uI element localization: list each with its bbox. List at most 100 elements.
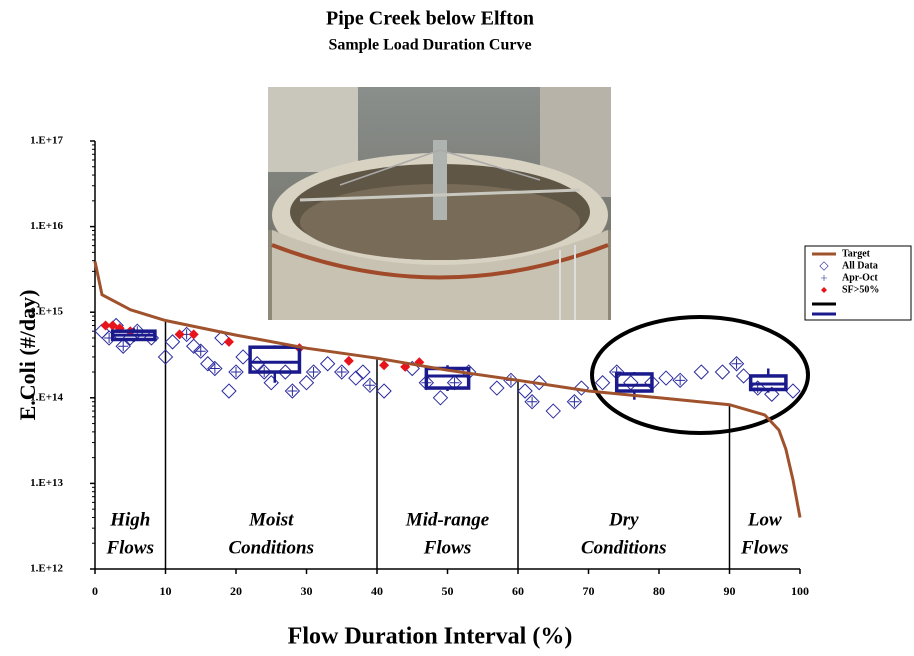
data-point bbox=[223, 336, 234, 347]
data-point bbox=[714, 364, 731, 380]
data-point bbox=[115, 338, 131, 354]
photo bbox=[268, 87, 611, 320]
y-tick-label: 1.E+12 bbox=[30, 563, 63, 575]
data-point bbox=[594, 375, 611, 391]
data-point bbox=[305, 364, 322, 380]
data-point bbox=[432, 390, 449, 406]
y-tick-label: 1.E+14 bbox=[30, 391, 63, 403]
data-point bbox=[287, 386, 298, 397]
data-point bbox=[200, 356, 216, 372]
x-tick-label: 70 bbox=[583, 584, 595, 598]
data-point bbox=[731, 358, 742, 369]
legend-label: Target bbox=[842, 248, 871, 259]
x-tick-label: 20 bbox=[230, 584, 242, 598]
data-point bbox=[362, 377, 378, 393]
data-point bbox=[118, 341, 129, 352]
data-point bbox=[376, 383, 392, 399]
zone-label: Flows bbox=[740, 537, 789, 558]
data-point bbox=[228, 364, 244, 380]
data-point bbox=[193, 343, 209, 359]
x-tick-label: 10 bbox=[160, 584, 172, 598]
data-point bbox=[355, 364, 371, 380]
data-point bbox=[749, 380, 766, 396]
data-point bbox=[348, 370, 364, 386]
zone-label: Low bbox=[747, 509, 782, 530]
data-point bbox=[524, 394, 540, 410]
data-point bbox=[298, 375, 315, 391]
zone-label: Flows bbox=[105, 537, 154, 558]
data-point bbox=[308, 367, 319, 378]
zone-label: Mid-range bbox=[405, 509, 490, 530]
x-tick-label: 100 bbox=[791, 584, 809, 598]
data-point bbox=[489, 380, 505, 396]
data-point bbox=[195, 346, 206, 357]
data-point bbox=[214, 330, 230, 346]
chart-subtitle: Sample Load Duration Curve bbox=[328, 37, 531, 54]
data-point bbox=[188, 329, 199, 340]
data-point bbox=[379, 360, 390, 371]
x-tick-label: 40 bbox=[371, 584, 383, 598]
data-point bbox=[449, 377, 460, 388]
data-point bbox=[672, 372, 688, 389]
data-point bbox=[157, 349, 174, 365]
data-point bbox=[693, 364, 710, 380]
box bbox=[424, 366, 471, 390]
data-point bbox=[164, 334, 181, 350]
data-point bbox=[235, 349, 251, 365]
data-point bbox=[623, 375, 639, 391]
data-point bbox=[566, 394, 583, 410]
data-point bbox=[728, 356, 745, 372]
zone-label: Dry bbox=[608, 509, 639, 530]
box bbox=[248, 345, 302, 374]
data-point bbox=[221, 383, 237, 399]
zone-label: Flows bbox=[423, 537, 472, 558]
x-tick-label: 30 bbox=[301, 584, 313, 598]
data-point bbox=[343, 355, 354, 366]
data-point bbox=[336, 367, 347, 378]
y-tick-label: 1.E+15 bbox=[30, 306, 63, 318]
x-tick-label: 60 bbox=[512, 584, 524, 598]
x-tick-label: 50 bbox=[442, 584, 454, 598]
data-point bbox=[527, 396, 538, 407]
data-point bbox=[174, 329, 185, 340]
data-point bbox=[569, 396, 580, 407]
y-axis-title: E.Coli (#/day) bbox=[15, 290, 40, 421]
data-point bbox=[319, 356, 336, 372]
data-point bbox=[263, 375, 279, 391]
data-point bbox=[735, 368, 752, 384]
box bbox=[614, 372, 654, 393]
legend-swatch bbox=[820, 275, 827, 282]
highlight-ellipse bbox=[590, 315, 810, 435]
data-point bbox=[517, 383, 533, 399]
y-tick-label: 1.E+13 bbox=[30, 477, 63, 489]
legend-label: All Data bbox=[842, 260, 878, 271]
legend-label: SF>50% bbox=[842, 284, 879, 295]
data-point bbox=[531, 375, 547, 391]
legend-swatch bbox=[819, 261, 829, 271]
legend-swatch bbox=[821, 287, 827, 293]
data-point bbox=[277, 364, 294, 380]
target-line bbox=[93, 261, 802, 518]
x-tick-label: 90 bbox=[724, 584, 736, 598]
y-tick-label: 1.E+17 bbox=[30, 135, 63, 147]
data-point bbox=[545, 403, 561, 419]
data-point bbox=[207, 360, 223, 377]
data-point bbox=[364, 380, 375, 391]
data-point bbox=[675, 375, 686, 386]
x-axis-title: Flow Duration Interval (%) bbox=[288, 624, 573, 650]
data-point bbox=[231, 367, 241, 378]
zone-label: High bbox=[109, 509, 150, 530]
data-point bbox=[256, 364, 272, 380]
data-point bbox=[185, 338, 202, 354]
y-tick-label: 1.E+16 bbox=[30, 220, 63, 232]
zone-label: Conditions bbox=[581, 537, 667, 558]
data-point bbox=[334, 364, 350, 380]
data-point bbox=[284, 383, 301, 399]
zone-label: Conditions bbox=[228, 537, 314, 558]
zone-label: Moist bbox=[248, 509, 294, 530]
data-point bbox=[100, 320, 111, 331]
data-point bbox=[573, 380, 590, 396]
